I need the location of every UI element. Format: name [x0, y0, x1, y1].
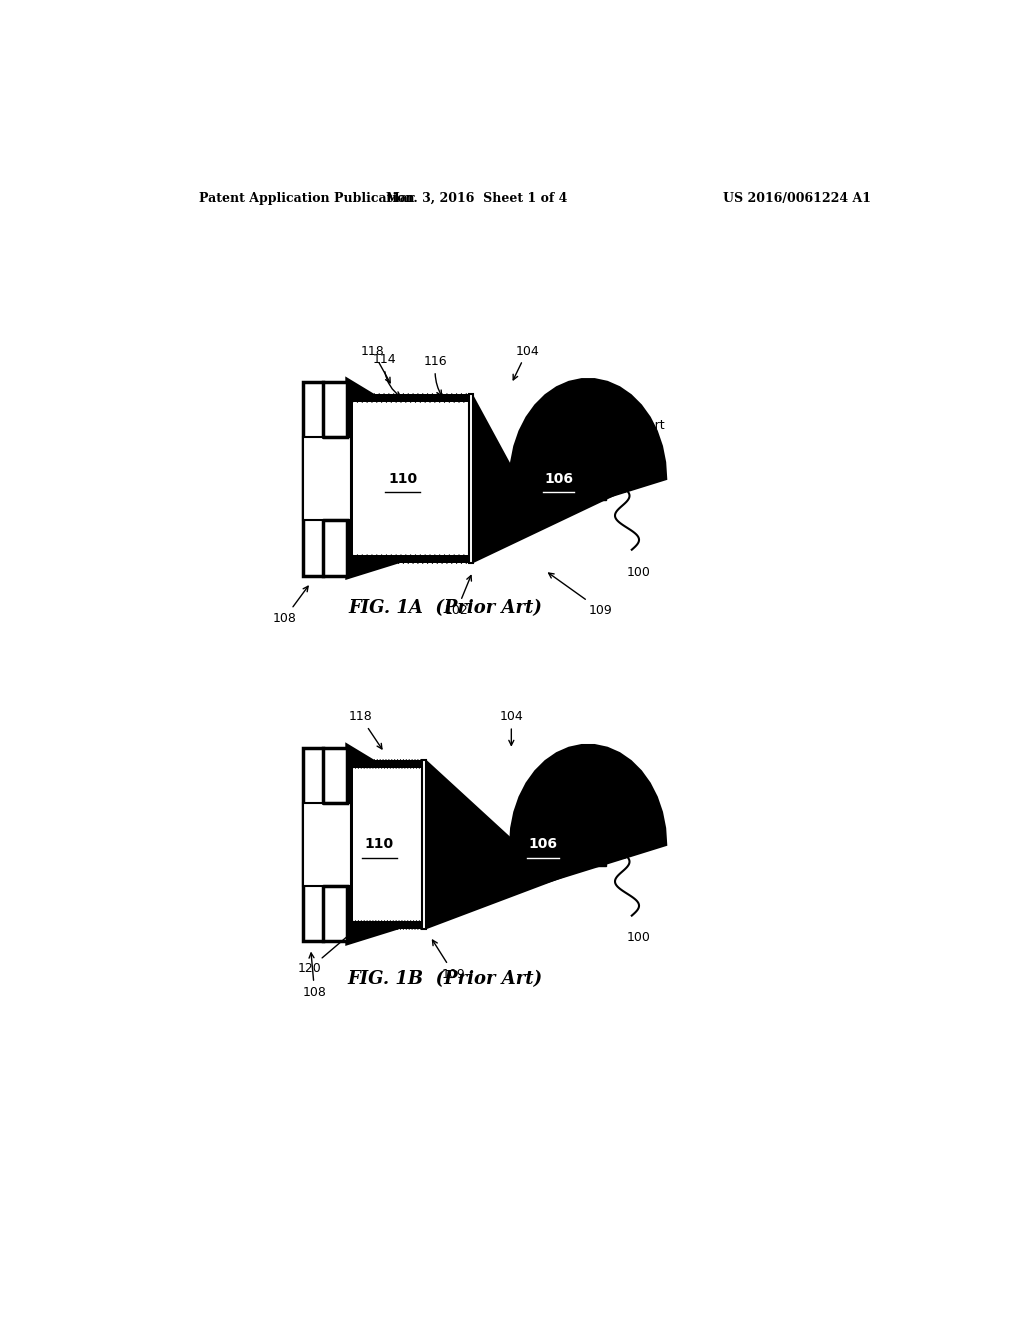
FancyBboxPatch shape [469, 393, 472, 564]
Text: 112: 112 [598, 446, 630, 495]
FancyBboxPatch shape [352, 768, 422, 921]
Text: 106: 106 [544, 471, 573, 486]
Text: 118: 118 [349, 710, 382, 748]
Polygon shape [352, 759, 651, 929]
FancyBboxPatch shape [352, 921, 422, 929]
FancyBboxPatch shape [352, 393, 469, 403]
Polygon shape [347, 379, 666, 578]
FancyBboxPatch shape [586, 822, 606, 866]
FancyBboxPatch shape [303, 803, 351, 886]
Polygon shape [352, 393, 651, 564]
Text: 104: 104 [500, 710, 523, 746]
FancyBboxPatch shape [352, 759, 422, 768]
FancyBboxPatch shape [303, 381, 347, 576]
FancyBboxPatch shape [422, 759, 426, 929]
Text: 104: 104 [513, 345, 539, 380]
Text: 110: 110 [365, 837, 394, 851]
Text: 109: 109 [549, 573, 612, 616]
Text: 120: 120 [297, 927, 358, 975]
FancyBboxPatch shape [352, 554, 469, 564]
Polygon shape [347, 746, 666, 944]
Text: 108: 108 [272, 586, 308, 624]
FancyBboxPatch shape [352, 403, 469, 554]
Polygon shape [426, 759, 651, 929]
Text: Patent Application Publication: Patent Application Publication [200, 191, 415, 205]
Text: 106: 106 [528, 837, 558, 851]
Polygon shape [472, 393, 651, 564]
Text: FIG. 1B  (Prior Art): FIG. 1B (Prior Art) [348, 970, 543, 987]
Text: Mar. 3, 2016  Sheet 1 of 4: Mar. 3, 2016 Sheet 1 of 4 [386, 191, 568, 205]
Text: FIG. 1A  (Prior Art): FIG. 1A (Prior Art) [348, 599, 543, 616]
Text: 118: 118 [360, 345, 390, 383]
Text: Fluid Port: Fluid Port [606, 420, 665, 432]
Text: 110: 110 [388, 471, 417, 486]
Text: 109: 109 [432, 940, 466, 981]
Text: 102: 102 [444, 576, 471, 616]
Text: US 2016/0061224 A1: US 2016/0061224 A1 [723, 191, 871, 205]
Text: 100: 100 [627, 932, 650, 945]
Text: 108: 108 [303, 953, 327, 999]
FancyBboxPatch shape [586, 457, 606, 500]
Text: 116: 116 [424, 355, 447, 396]
FancyBboxPatch shape [303, 437, 351, 520]
FancyBboxPatch shape [303, 747, 347, 941]
Text: 112: 112 [599, 797, 632, 830]
Text: 114: 114 [373, 354, 400, 397]
Text: 100: 100 [627, 565, 650, 578]
